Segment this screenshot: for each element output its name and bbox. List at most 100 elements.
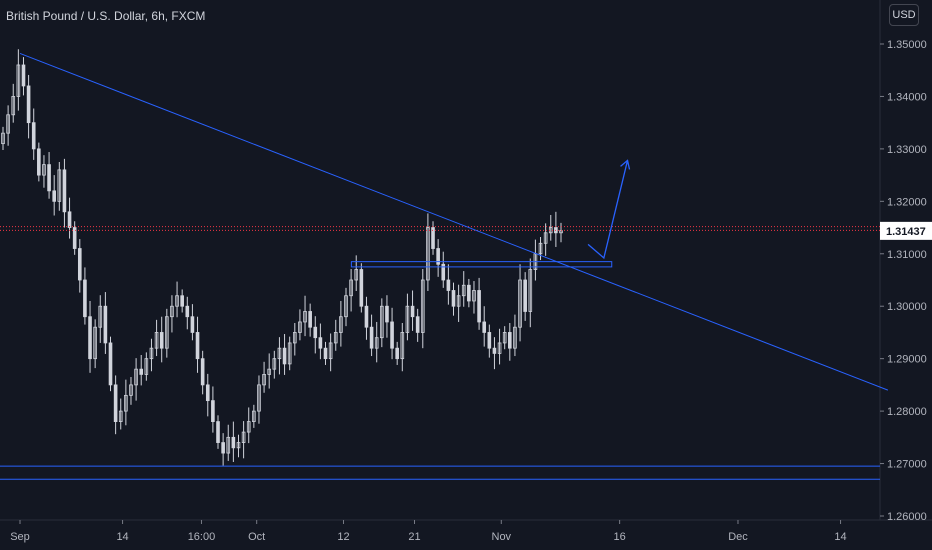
candle — [308, 303, 312, 337]
candle — [42, 155, 46, 188]
candle — [200, 350, 205, 395]
candle — [267, 353, 272, 389]
time-tick-label: 14 — [116, 531, 128, 543]
candle — [149, 338, 154, 372]
candle — [221, 433, 225, 466]
candle — [461, 271, 466, 307]
candle — [103, 292, 108, 354]
candle — [410, 290, 415, 331]
price-tick-label: 1.35000 — [887, 39, 927, 51]
last-price-label: 1.31437 — [886, 226, 926, 238]
candle — [277, 337, 282, 375]
chart-title: British Pound / U.S. Dollar, 6h, FXCM — [6, 9, 206, 23]
candle — [287, 336, 292, 371]
candle — [538, 236, 543, 261]
projection-arrow[interactable] — [587, 160, 629, 260]
candle — [344, 287, 348, 327]
candle — [333, 319, 338, 351]
candle — [559, 222, 563, 243]
candle — [328, 333, 333, 372]
candle — [175, 281, 179, 318]
arrow-head — [620, 159, 631, 170]
candle — [118, 398, 123, 430]
time-tick-label: Oct — [248, 531, 265, 543]
candle — [57, 162, 62, 211]
candle — [456, 284, 461, 322]
candle — [124, 379, 128, 426]
candle — [420, 268, 425, 349]
price-tick-label: 1.27000 — [887, 459, 927, 471]
price-tick-label: 1.33000 — [887, 144, 927, 156]
price-tick-label: 1.34000 — [887, 91, 927, 103]
candle — [108, 336, 113, 392]
candle — [364, 296, 369, 340]
candle — [190, 304, 195, 341]
candle — [257, 375, 261, 424]
candle — [37, 142, 41, 182]
candle — [62, 158, 67, 228]
candle — [528, 258, 533, 328]
time-tick-label: 16 — [614, 531, 626, 543]
candle — [83, 267, 87, 325]
candle — [359, 263, 364, 313]
candle — [441, 251, 446, 288]
candle — [548, 214, 553, 241]
candle — [313, 316, 318, 354]
candle — [385, 295, 389, 338]
trendline[interactable] — [19, 52, 889, 391]
time-tick-label: Sep — [10, 531, 30, 543]
price-tick-label: 1.30000 — [887, 301, 927, 313]
candle — [292, 323, 297, 356]
time-tick-label: 14 — [834, 531, 846, 543]
drawings — [0, 52, 889, 480]
range-box[interactable] — [350, 261, 613, 268]
candle — [282, 334, 287, 375]
time-tick-label: 16:00 — [188, 531, 216, 543]
candle — [543, 223, 548, 256]
candle — [426, 213, 430, 292]
candle — [262, 361, 266, 393]
candle — [6, 105, 10, 146]
price-tick-label: 1.26000 — [887, 511, 927, 523]
candle — [252, 404, 256, 428]
time-tick-label: Nov — [492, 531, 512, 543]
price-tick-label: 1.31000 — [887, 249, 927, 261]
candle — [88, 300, 92, 373]
candle — [400, 323, 405, 372]
candle — [492, 337, 497, 370]
candle — [405, 293, 410, 341]
candle — [415, 308, 420, 342]
candle — [93, 319, 97, 369]
candle — [523, 272, 527, 321]
time-tick-label: Dec — [728, 531, 748, 543]
candle — [47, 152, 51, 199]
candle — [395, 341, 399, 365]
candle — [507, 323, 512, 361]
candle — [436, 239, 440, 277]
candle — [390, 307, 394, 360]
candle — [21, 57, 26, 96]
price-axis: 1.35000 1.34000 1.33000 1.32000 1.31000 1.300… — [880, 39, 932, 523]
candle — [318, 323, 323, 360]
candle — [159, 316, 164, 363]
candle — [554, 211, 558, 247]
price-tick-label: 1.29000 — [887, 354, 927, 366]
candles — [1, 49, 563, 466]
candle — [98, 295, 103, 343]
candle — [354, 255, 359, 292]
currency-button[interactable]: USD — [889, 4, 919, 26]
candle — [467, 278, 471, 308]
candle — [31, 108, 36, 160]
candle — [303, 295, 307, 337]
candle — [380, 298, 384, 348]
candle — [139, 354, 144, 386]
candle — [487, 324, 492, 358]
candle — [513, 314, 517, 357]
candle — [185, 296, 190, 330]
candle — [502, 326, 507, 350]
candle — [431, 221, 435, 255]
candle — [231, 421, 236, 462]
candle — [272, 350, 277, 379]
candle — [77, 239, 82, 293]
